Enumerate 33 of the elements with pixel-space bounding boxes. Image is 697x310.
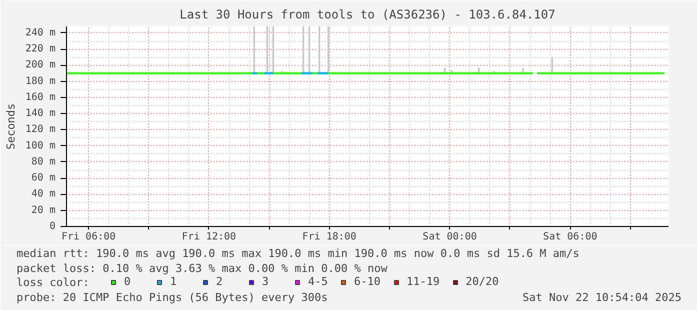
- y-tick-label: 140 m: [25, 108, 56, 120]
- legend-label: 20/20: [466, 275, 499, 288]
- y-tick-label: 80 m: [31, 156, 56, 168]
- x-tick-label: Fri 18:00: [302, 232, 356, 242]
- x-tick-label: Sat 00:00: [422, 232, 477, 242]
- y-tick-label: 220 m: [25, 44, 56, 55]
- x-tick-label: Fri 12:00: [182, 232, 236, 242]
- legend-label: 1: [170, 275, 178, 288]
- y-tick-label: 200 m: [25, 60, 56, 71]
- y-tick-label: 60 m: [31, 172, 56, 184]
- y-tick-label: 120 m: [25, 124, 56, 136]
- x-tick-label: Sat 06:00: [543, 232, 598, 242]
- legend-label: 4-5: [308, 275, 328, 288]
- legend-title: loss color:: [16, 276, 90, 289]
- y-tick-label: 180 m: [25, 76, 56, 87]
- y-tick-label: 240 m: [25, 27, 56, 38]
- y-tick-label: 40 m: [31, 188, 56, 200]
- legend-label: 11-19: [406, 275, 440, 288]
- text: Sat Nov 22 10:54:04 2025: [522, 291, 682, 304]
- x-tick-label: Fri 06:00: [61, 232, 116, 242]
- y-tick-label: 20 m: [31, 204, 56, 216]
- legend-label: 3: [262, 275, 270, 288]
- legend-label: 6-10: [354, 275, 380, 288]
- y-tick-label: 0: [49, 221, 56, 232]
- text: probe: 20 ICMP Echo Pings (56 Bytes) every 300s: [16, 291, 328, 304]
- y-tick-label: 100 m: [25, 140, 56, 152]
- chart-title: Last 30 Hours from tools to (AS36236) - 103.6.84.107: [180, 8, 556, 22]
- legend-label: 2: [216, 275, 224, 288]
- text: median rtt: 190.0 ms avg 190.0 ms max 190.0 ms min 190.0 ms now 0.0 ms sd 15.6 M am/s: [16, 247, 580, 260]
- text: packet loss: 0.10 % avg 3.63 % max 0.00 % min 0.00 % now: [16, 262, 388, 275]
- legend-label: 0: [124, 275, 132, 288]
- y-tick-label: 160 m: [25, 92, 56, 103]
- y-axis-title: Seconds: [4, 103, 18, 150]
